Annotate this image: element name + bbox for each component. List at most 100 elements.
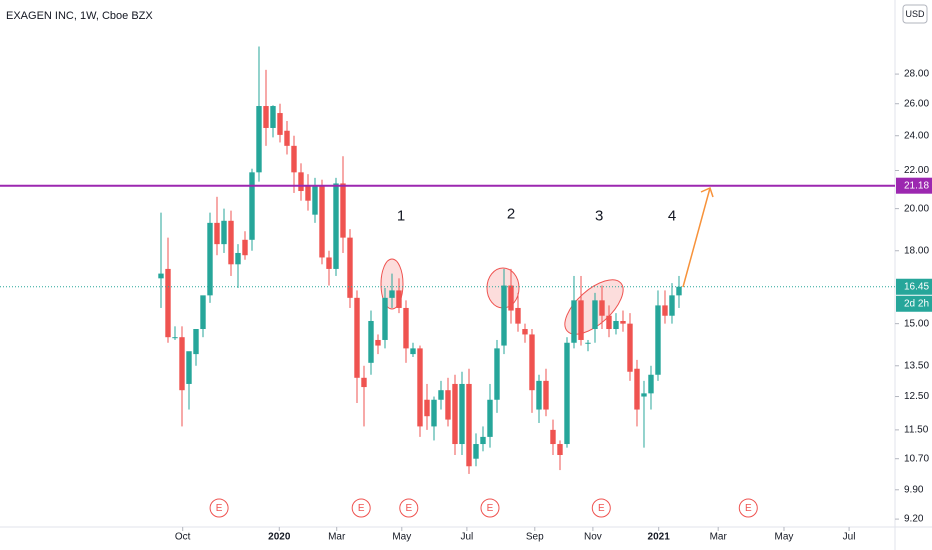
x-tick-label: Nov <box>584 532 602 543</box>
candle-body <box>676 286 682 296</box>
candle-body <box>641 393 647 397</box>
candle-body <box>214 222 220 245</box>
candle-body <box>529 334 535 391</box>
y-tick-label: 15.00 <box>904 318 929 329</box>
y-tick-label: 28.00 <box>904 69 929 80</box>
y-tick-label: 10.70 <box>904 453 929 464</box>
x-tick-label: Mar <box>328 532 346 543</box>
candle-body <box>662 305 668 316</box>
candle-body <box>585 342 591 344</box>
candle-body <box>627 323 633 372</box>
candle-body <box>221 220 227 245</box>
candle-body <box>179 337 185 391</box>
x-tick-label: 2020 <box>268 532 291 543</box>
earnings-label: E <box>598 503 605 514</box>
candle-body <box>305 185 311 201</box>
candle-body <box>571 300 577 343</box>
candle-body <box>613 320 619 330</box>
earnings-marker <box>738 498 758 518</box>
candle-body <box>459 383 465 445</box>
candle-body <box>536 380 542 410</box>
candle-body <box>172 337 178 339</box>
candle-body <box>578 300 584 340</box>
candle-body <box>235 252 241 265</box>
x-tick-label: Oct <box>175 532 191 543</box>
candle-body <box>515 307 521 324</box>
earnings-marker <box>591 498 611 518</box>
candle-body <box>508 285 514 311</box>
candle-body <box>375 339 381 346</box>
candle-body <box>263 106 269 128</box>
candle-body <box>599 300 605 316</box>
candle-body <box>557 444 563 455</box>
candle-body <box>312 185 318 215</box>
candle-body <box>494 348 500 400</box>
candle-body <box>473 444 479 459</box>
x-tick-label: Jul <box>843 532 856 543</box>
candle-body <box>368 320 374 363</box>
candle-body <box>361 377 367 388</box>
annotation: 4 <box>668 208 676 225</box>
level-badge <box>896 177 932 194</box>
candle-body <box>669 295 675 316</box>
candle-body <box>256 106 262 173</box>
x-tick-label: 2021 <box>648 532 671 543</box>
last-price-badge <box>896 278 932 295</box>
chart-title: EXAGEN INC, 1W, Cboe BZX <box>6 10 153 22</box>
x-tick-label: May <box>775 532 794 543</box>
y-tick-label: 26.00 <box>904 98 929 109</box>
candle-body <box>291 145 297 173</box>
last-price-label: 16.45 <box>904 281 929 292</box>
candle-body <box>298 172 304 192</box>
annotation: 3 <box>595 208 603 225</box>
candle-body <box>410 348 416 355</box>
candle-body <box>655 305 661 375</box>
candle-body <box>347 237 353 298</box>
earnings-label: E <box>216 503 223 514</box>
candle-body <box>564 342 570 445</box>
candle-body <box>228 220 234 265</box>
candle-body <box>522 329 528 335</box>
candle-body <box>242 239 248 256</box>
candle-body <box>487 399 493 437</box>
candle-body <box>466 383 472 467</box>
currency-label: USD <box>905 9 925 19</box>
candle-body <box>186 351 192 384</box>
candle-body <box>424 399 430 417</box>
candle-body <box>431 399 437 427</box>
candle-body <box>438 390 444 400</box>
candle-body <box>620 320 626 324</box>
projection-arrow <box>682 187 711 288</box>
earnings-marker <box>480 498 500 518</box>
y-tick-label: 11.50 <box>904 425 929 436</box>
x-tick-label: Sep <box>526 532 544 543</box>
candle-body <box>550 429 556 445</box>
y-tick-label: 13.50 <box>904 360 929 371</box>
earnings-marker <box>209 498 229 518</box>
candle-body <box>445 390 451 420</box>
candle-body <box>165 268 171 338</box>
candle-body <box>158 273 164 279</box>
candle-body <box>501 285 507 346</box>
earnings-label: E <box>487 503 494 514</box>
candle-body <box>333 183 339 269</box>
earnings-label: E <box>405 503 412 514</box>
plot <box>158 46 682 474</box>
currency-button[interactable] <box>902 4 928 24</box>
candle-body <box>340 183 346 238</box>
annotation: 1 <box>397 208 405 225</box>
candle-body <box>200 295 206 330</box>
candle-body <box>417 348 423 427</box>
candle-body <box>249 172 255 240</box>
annotation: 2 <box>507 206 515 223</box>
candle-body <box>207 222 213 296</box>
earnings-label: E <box>745 503 752 514</box>
x-tick-label: May <box>392 532 411 543</box>
candle-body <box>396 290 402 308</box>
candle-body <box>403 307 409 349</box>
candle-body <box>277 113 283 135</box>
earnings-marker <box>399 498 419 518</box>
candle-body <box>270 106 276 128</box>
